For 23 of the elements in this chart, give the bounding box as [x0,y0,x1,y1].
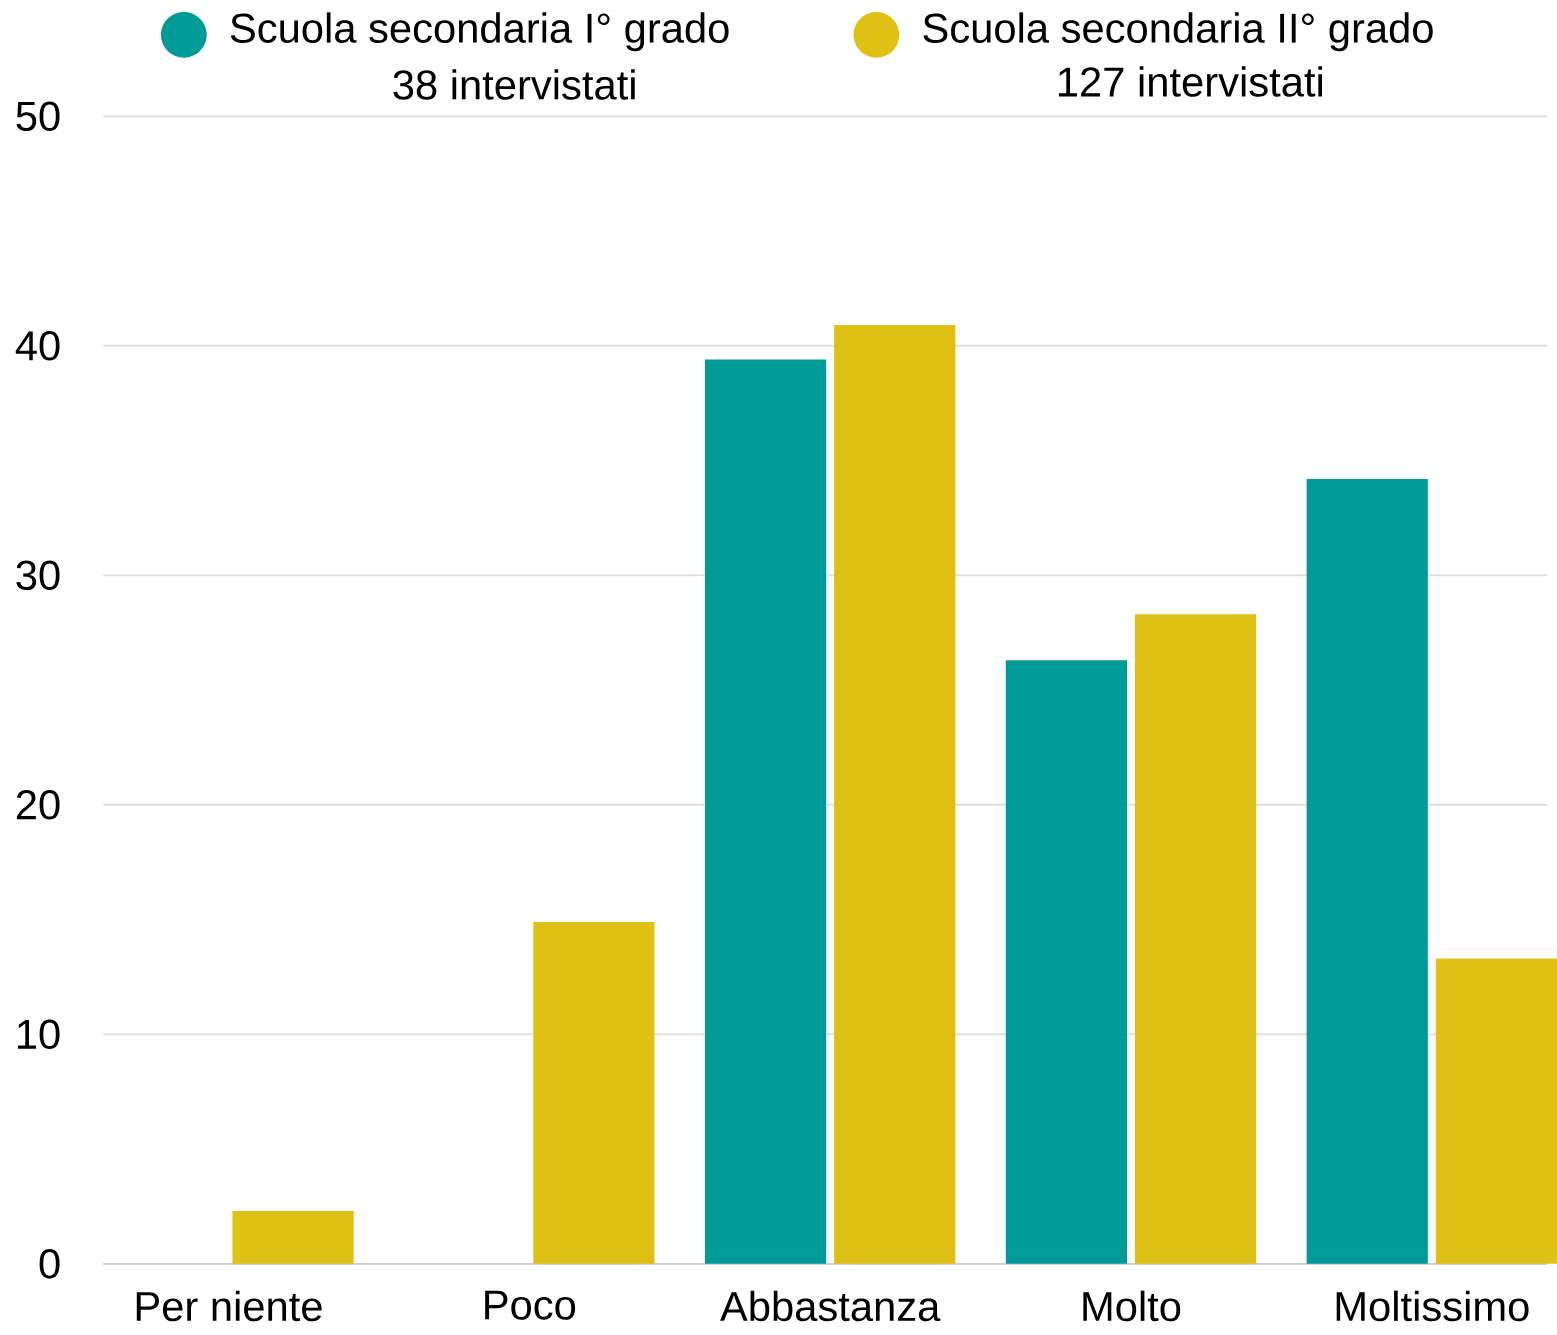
bar [1005,660,1128,1264]
bar [834,325,956,1264]
legend-label: Scuola secondaria II° grado [923,12,1433,52]
x-tick-label: Abbastanza [720,1290,941,1322]
y-tick-label: 10 [17,1019,60,1050]
y-tick-label: 30 [16,560,60,590]
x-tick-label: Poco [485,1290,576,1320]
x-tick-label: Moltissimo [1336,1290,1529,1322]
y-tick-label: 40 [15,330,60,361]
bar [704,359,827,1264]
text: 38 intervistati [393,69,635,100]
bar [533,921,655,1264]
y-tick-label: 0 [39,1249,60,1279]
bar [1306,478,1428,1264]
bar [1134,614,1257,1264]
y-tick-label: 20 [16,789,60,820]
x-tick-label: Per niente [136,1290,322,1322]
legend-label: Scuola secondaria I° grado [230,12,729,52]
text: 127 intervistati [1058,66,1322,97]
bar [232,1211,354,1264]
bar [1435,958,1557,1264]
x-tick-label: Molto [1083,1290,1181,1322]
y-tick-label: 50 [16,101,60,131]
